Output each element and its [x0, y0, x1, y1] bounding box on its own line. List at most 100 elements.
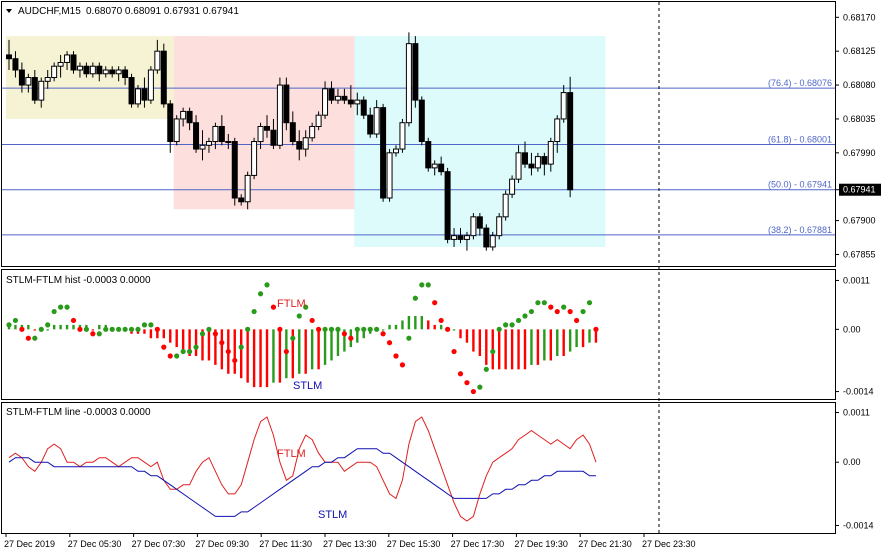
hist-bar — [162, 329, 165, 339]
candle-body — [322, 88, 329, 116]
candle-body — [296, 141, 303, 150]
current-price-label: 0.67941 — [843, 185, 876, 195]
line-panel-frame[interactable] — [1, 402, 836, 534]
hist-bar — [485, 329, 488, 365]
line-series — [8, 416, 597, 522]
hist-bar — [362, 329, 365, 339]
current-price-badge — [839, 183, 881, 196]
ftlm-dot — [535, 300, 541, 306]
hist-bar — [530, 329, 533, 365]
series-line-ftlm — [8, 416, 597, 522]
candle-body — [193, 122, 200, 150]
candle-body — [89, 65, 96, 75]
candle-body — [31, 77, 38, 101]
candle-body — [360, 99, 367, 116]
ftlm-dot — [283, 348, 289, 355]
candle-body — [244, 174, 251, 203]
hist-bar — [498, 329, 501, 370]
ftlm-dot — [412, 295, 418, 301]
fib-level-label: (38.2) - 0.67881 — [768, 225, 832, 235]
ftlm-dot — [445, 326, 451, 332]
hist-bar — [536, 329, 540, 365]
time-tick-label: 27 Dec 09:30 — [195, 539, 249, 549]
hist-stlm-label: STLM — [293, 380, 322, 392]
hist-bar — [381, 329, 385, 331]
fibonacci-levels[interactable]: (76.4) - 0.68076 (61.8) - 0.68001 (50.0) -… — [2, 78, 835, 236]
candle-body — [276, 84, 283, 146]
candle-body — [70, 54, 77, 71]
ftlm-dot — [187, 348, 193, 355]
ftlm-dot — [77, 326, 83, 332]
ftlm-dot — [135, 326, 141, 332]
ftlm-dot — [528, 308, 535, 315]
ftlm-dot — [316, 326, 322, 332]
price-tick-label: 0.67900 — [843, 216, 876, 226]
hist-indicator-title: STLM-FTLM hist -0.0003 0.0000 — [6, 275, 151, 286]
price-tick-label: 0.68035 — [843, 114, 876, 124]
candle-body — [6, 54, 12, 60]
hist-bar — [143, 329, 146, 334]
hist-bar — [543, 329, 546, 361]
hist-panel-frame[interactable] — [1, 269, 836, 400]
candle-body — [238, 197, 245, 203]
ftlm-dot — [128, 326, 135, 332]
line-tick-label: -0.0014 — [843, 520, 874, 530]
candle-body — [315, 114, 322, 127]
hist-bar — [252, 329, 256, 388]
candle-body — [96, 65, 103, 75]
candle-body — [225, 141, 232, 144]
ftlm-dot — [225, 348, 231, 355]
hist-bar — [52, 324, 56, 330]
hist-bar — [169, 329, 172, 343]
ftlm-dot — [322, 326, 328, 332]
hist-bar — [278, 329, 282, 383]
ftlm-dot — [83, 326, 89, 332]
candle-body — [231, 141, 238, 199]
ftlm-dot — [51, 308, 57, 315]
ftlm-dot — [148, 322, 154, 328]
ftlm-dot — [12, 317, 19, 324]
hist-tick-label: -0.0014 — [843, 387, 874, 397]
ftlm-dot — [503, 322, 509, 328]
candle-body — [160, 50, 167, 105]
candle-body — [476, 216, 483, 229]
price-zone-3 — [354, 36, 606, 247]
candle-body — [186, 110, 193, 124]
chart-menu-arrow-icon[interactable] — [6, 9, 12, 13]
ftlm-dot — [457, 371, 464, 377]
line-stlm-label: STLM — [318, 509, 347, 521]
hist-bar — [401, 320, 404, 330]
ftlm-dot — [290, 335, 296, 341]
ftlm-dot — [212, 331, 218, 337]
ftlm-dot — [58, 304, 64, 310]
hist-tick-label: 0.0011 — [843, 275, 870, 285]
hist-bar — [433, 324, 436, 330]
hist-bar — [594, 329, 598, 343]
hist-bar — [510, 329, 514, 370]
ftlm-dot — [25, 335, 31, 341]
hist-bar — [181, 329, 185, 352]
ftlm-dot — [199, 331, 206, 337]
hist-tick-label: 0.00 — [843, 324, 861, 334]
candle-body — [44, 77, 51, 82]
candle-body — [438, 163, 445, 173]
hist-bar — [575, 329, 578, 348]
ftlm-dot — [70, 317, 77, 324]
hist-bar — [291, 329, 294, 379]
hist-bar — [246, 329, 249, 383]
candle-body — [547, 141, 554, 165]
candle-body — [522, 152, 528, 165]
fib-level-label: (50.0) - 0.67941 — [768, 180, 832, 190]
ftlm-dot — [219, 340, 225, 346]
candle-body — [309, 125, 316, 139]
price-tick-label: 0.68125 — [843, 46, 876, 56]
time-tick-label: 27 Dec 15:30 — [387, 539, 441, 549]
hist-bar — [323, 329, 327, 365]
hist-bar — [91, 329, 95, 331]
time-tick-label: 27 Dec 23:30 — [642, 539, 696, 549]
ftlm-dot — [270, 304, 277, 310]
ftlm-dot — [19, 326, 25, 332]
ftlm-dot — [328, 326, 335, 332]
price-tick-label: 0.68170 — [843, 12, 876, 22]
